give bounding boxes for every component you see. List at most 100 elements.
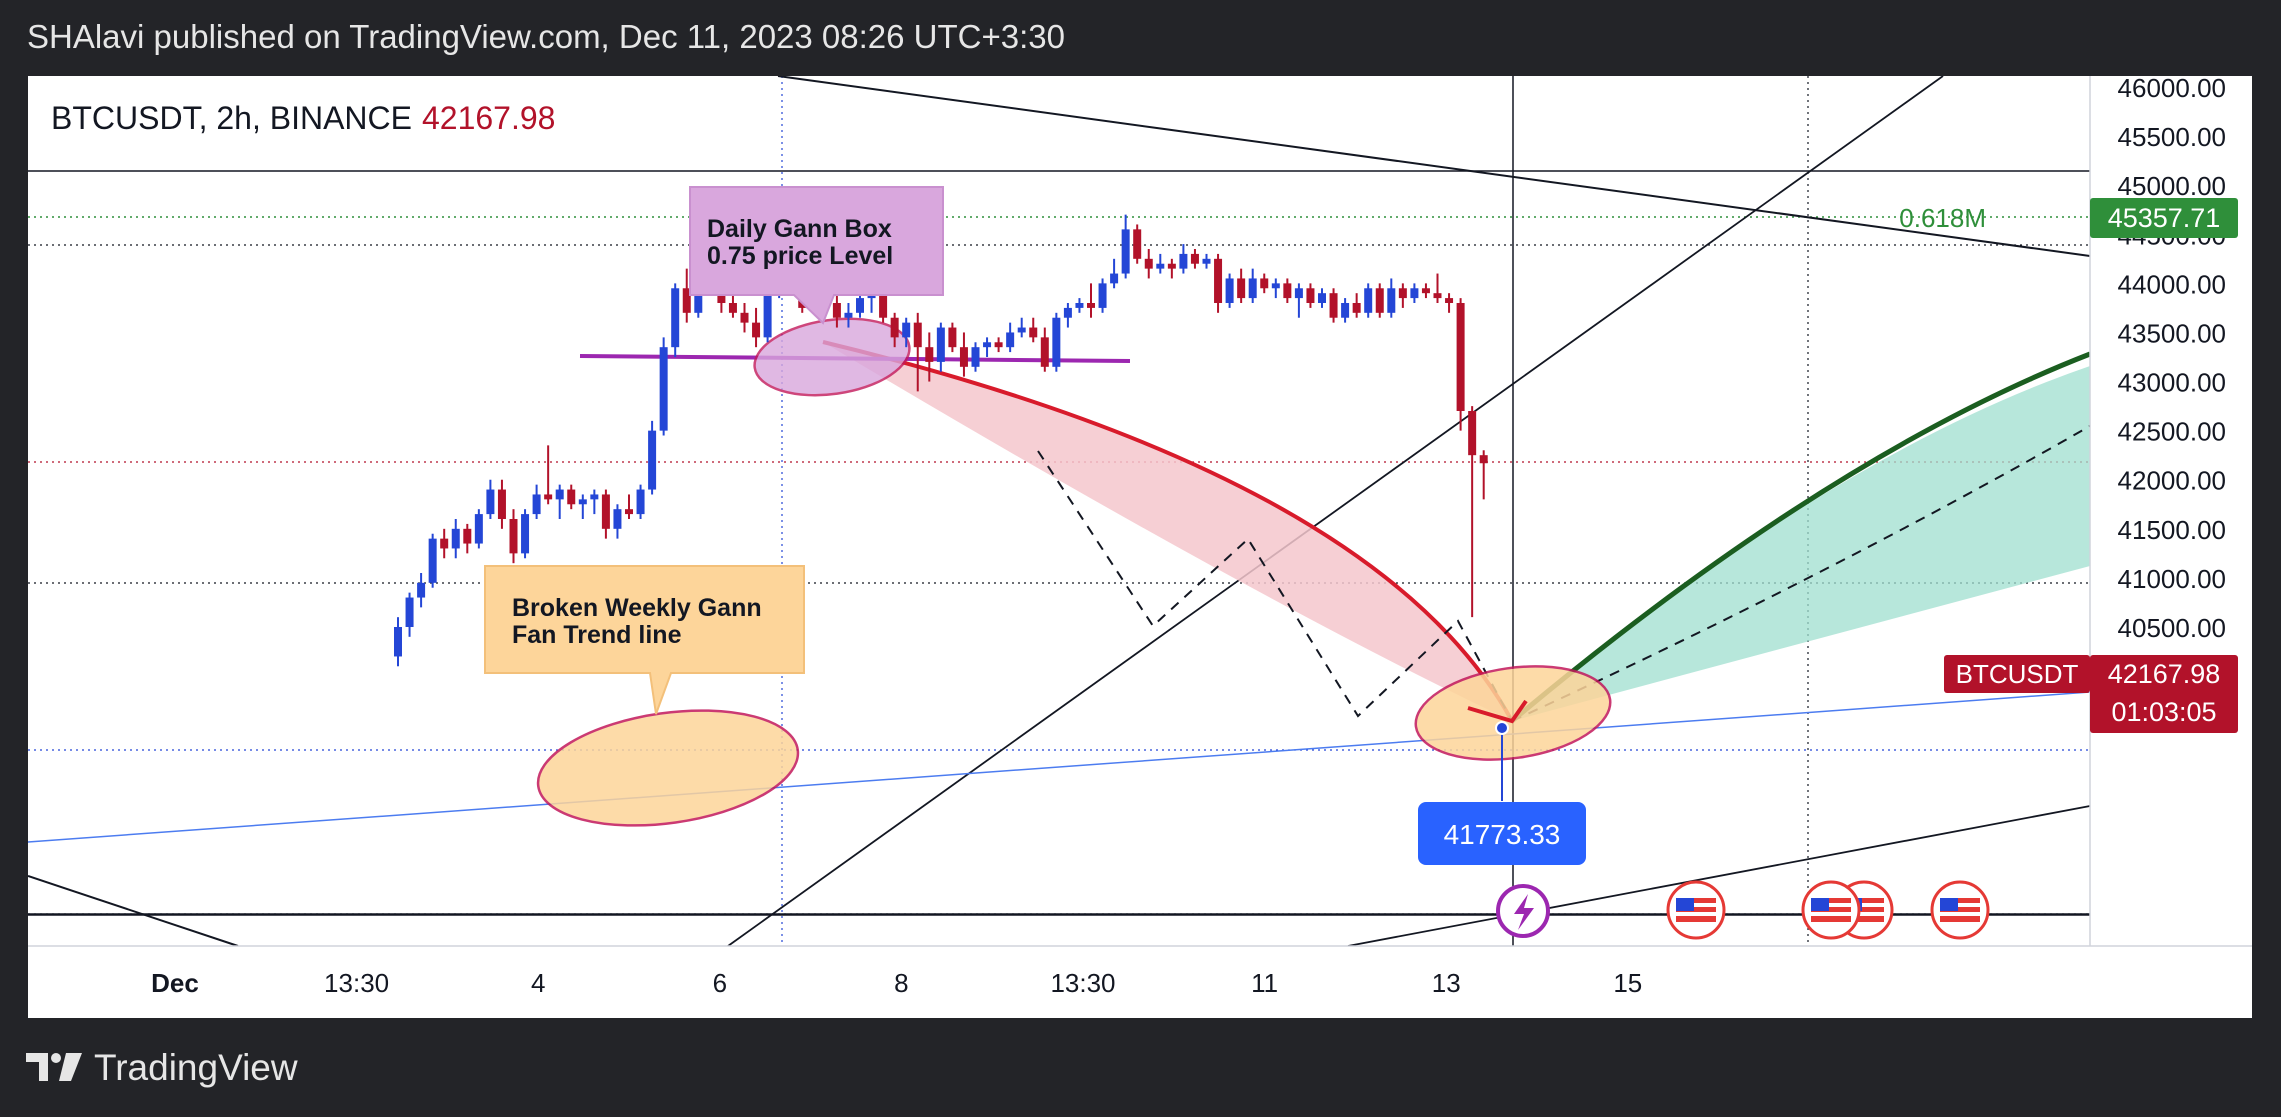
candle[interactable] [1318,288,1326,308]
candle[interactable] [1433,273,1442,303]
chart-panel[interactable]: 41773.33 Daily Gann Box 0.75 price Level… [28,76,2252,1018]
candle[interactable] [463,523,472,554]
candle[interactable] [1202,253,1211,269]
candle[interactable] [636,484,645,519]
footer-brand[interactable]: TradingView [26,1046,298,1090]
candle[interactable] [844,303,853,328]
candle[interactable] [763,288,772,343]
low-marker[interactable]: 41773.33 [1418,721,1586,865]
forecast-fan[interactable] [1510,351,2091,723]
candle[interactable] [578,494,587,519]
candle[interactable] [1098,278,1107,313]
candle[interactable] [959,332,968,377]
gann-box-level[interactable] [579,310,1131,405]
trend-lines[interactable] [28,76,2091,947]
candle[interactable] [1144,249,1153,279]
candle[interactable] [1156,253,1165,274]
candle[interactable] [1006,322,1015,353]
candle[interactable] [509,509,518,564]
chart-svg[interactable]: 41773.33 Daily Gann Box 0.75 price Level… [28,76,2252,1018]
candle[interactable] [1248,268,1257,303]
candle[interactable] [971,342,980,372]
candle[interactable] [1387,278,1396,318]
candle[interactable] [936,322,945,372]
candle[interactable] [1456,298,1465,431]
candle[interactable] [1329,288,1338,323]
candle[interactable] [902,317,911,348]
candle[interactable] [1283,278,1292,303]
candle[interactable] [890,312,899,348]
candle[interactable] [1121,214,1130,279]
candle[interactable] [497,479,506,529]
time-axis[interactable]: Dec 13:30 4 6 8 13:30 11 13 15 [28,945,2252,1018]
candle[interactable] [994,337,1003,353]
candle[interactable] [1087,283,1095,318]
candle[interactable] [1468,406,1477,618]
candle[interactable] [740,303,749,333]
candle[interactable] [1040,327,1049,372]
lightning-event-icon[interactable] [1496,884,1550,938]
candle[interactable] [1075,298,1084,313]
candle[interactable] [1190,249,1199,269]
candle[interactable] [1029,317,1038,343]
candle[interactable] [486,479,495,519]
candle[interactable] [1017,317,1026,338]
candle[interactable] [625,494,633,519]
candle[interactable] [1271,278,1280,299]
candle[interactable] [532,484,541,519]
candle[interactable] [1179,244,1188,274]
candle[interactable] [567,484,576,510]
candle[interactable] [948,322,957,353]
candle[interactable] [682,268,691,323]
highlight-ellipses[interactable] [531,655,1617,841]
candle[interactable] [451,519,460,559]
candle[interactable] [590,489,599,515]
gann-arc[interactable] [822,340,1514,722]
us-flag-event-icon[interactable] [1930,880,1990,940]
candle[interactable] [913,312,922,392]
candle[interactable] [1341,298,1350,323]
candle[interactable] [1410,283,1419,303]
candle[interactable] [1445,293,1454,313]
candle[interactable] [521,509,530,559]
candle[interactable] [671,283,680,357]
us-flag-event-icon[interactable] [1801,880,1861,940]
candle[interactable] [659,337,668,436]
candle[interactable] [474,509,483,549]
event-icons[interactable] [1496,880,1990,940]
candle[interactable] [1479,450,1488,500]
candle[interactable] [1063,303,1072,328]
candle[interactable] [613,504,622,539]
candle[interactable] [1225,273,1234,308]
candle[interactable] [1294,283,1303,318]
candle[interactable] [648,420,657,495]
candle[interactable] [1375,283,1384,318]
candle[interactable] [428,533,437,588]
candle[interactable] [394,617,402,667]
candle[interactable] [1352,293,1361,318]
candle[interactable] [832,293,841,328]
candle[interactable] [1364,283,1373,318]
candle[interactable] [440,528,449,559]
candle[interactable] [1167,258,1176,279]
candle[interactable] [544,445,553,505]
candle[interactable] [983,337,992,357]
candle[interactable] [417,573,426,608]
candle[interactable] [1052,312,1061,372]
candle[interactable] [1398,283,1407,308]
candle[interactable] [856,293,864,318]
candle[interactable] [1237,268,1246,303]
candle[interactable] [1260,273,1269,294]
candle[interactable] [1214,253,1223,313]
candle[interactable] [1421,283,1430,299]
candle[interactable] [1110,258,1119,289]
candle[interactable] [1133,224,1142,264]
candle[interactable] [555,484,564,519]
candle[interactable] [601,489,610,539]
candle[interactable] [1306,283,1315,308]
candle[interactable] [752,307,761,348]
candle[interactable] [405,592,414,637]
us-flag-event-icon[interactable] [1666,880,1726,940]
candle[interactable] [925,332,934,382]
candles[interactable] [394,214,1488,667]
